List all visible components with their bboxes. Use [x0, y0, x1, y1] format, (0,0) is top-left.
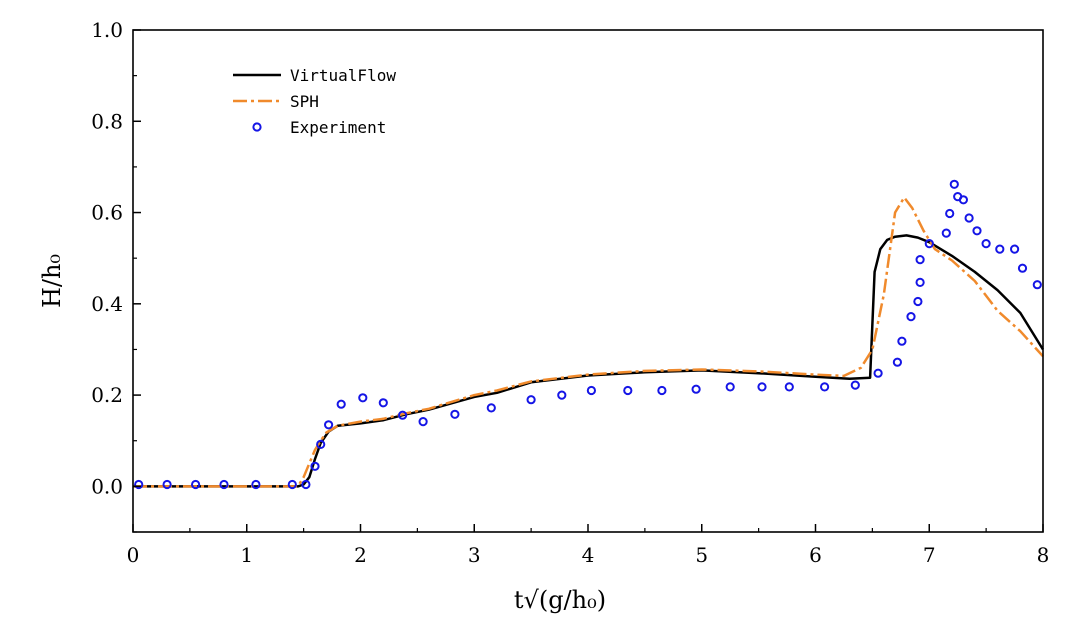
experiment-point — [1017, 263, 1028, 273]
x-tick-label: 0 — [127, 543, 140, 567]
experiment-point — [623, 385, 633, 396]
series-line-sph — [133, 196, 1044, 488]
experiment-point — [1010, 244, 1020, 254]
x-axis-title: t√(g/h₀) — [514, 586, 606, 614]
experiment-point — [873, 368, 883, 378]
experiment-point — [378, 398, 388, 408]
experiment-point — [398, 410, 408, 420]
x-tick-label: 6 — [809, 543, 822, 567]
experiment-point — [191, 479, 201, 490]
experiment-point — [995, 244, 1005, 254]
experiment-point — [892, 357, 903, 367]
experiment-point — [915, 277, 925, 287]
experiment-point — [219, 479, 229, 490]
x-tick-label: 8 — [1037, 543, 1050, 567]
experiment-point — [336, 399, 346, 409]
experiment-point — [981, 239, 991, 249]
experiment-point — [450, 409, 460, 419]
experiment-point — [906, 312, 916, 322]
experiment-point — [557, 390, 567, 400]
experiment-point — [586, 385, 597, 396]
x-tick-label: 4 — [582, 543, 595, 567]
experiment-point — [1032, 280, 1042, 290]
experiment-point — [526, 395, 536, 405]
y-tick-label: 0.6 — [91, 201, 123, 225]
experiment-point — [316, 439, 326, 449]
experiment-point — [757, 382, 767, 392]
experiment-point — [310, 461, 320, 471]
experiment-point — [784, 382, 794, 392]
experiment-point — [162, 479, 172, 490]
experiment-point — [418, 417, 428, 427]
legend: VirtualFlow SPH Experiment — [233, 66, 396, 137]
experiment-point — [958, 195, 969, 205]
y-tick-label: 0.4 — [91, 292, 123, 316]
experiment-point — [358, 393, 368, 403]
experiment-point — [949, 179, 959, 189]
experiment-point — [725, 382, 735, 392]
x-tick-label: 7 — [923, 543, 936, 567]
y-tick-label: 0.2 — [91, 383, 123, 407]
experiment-point — [486, 403, 496, 413]
experiment-point — [915, 255, 925, 265]
y-axis-title: H/h₀ — [38, 254, 66, 308]
plot-frame — [132, 29, 1044, 533]
experiment-point — [897, 336, 907, 346]
y-tick-label: 0.0 — [91, 474, 123, 498]
experiment-point — [972, 226, 982, 236]
experiment-point — [287, 479, 297, 490]
y-tick-label: 1.0 — [91, 18, 123, 42]
legend-sph-label: SPH — [290, 92, 319, 111]
legend-experiment-label: Experiment — [290, 118, 386, 137]
plot-marks — [133, 179, 1045, 490]
experiment-point — [913, 296, 923, 307]
experiment-point — [251, 479, 261, 490]
series-line-virtualflow — [133, 234, 1045, 488]
x-tick-label: 1 — [240, 543, 253, 567]
experiment-point — [941, 228, 951, 238]
x-tick-label: 5 — [695, 543, 708, 567]
experiment-point — [301, 479, 311, 490]
x-tick-label: 3 — [468, 543, 481, 567]
experiment-point — [691, 384, 701, 394]
y-tick-label: 0.8 — [91, 109, 123, 133]
x-tick-label: 2 — [354, 543, 367, 567]
legend-experiment-marker — [252, 122, 262, 132]
experiment-point — [134, 479, 144, 490]
experiment-point — [945, 208, 955, 219]
experiment-point — [964, 213, 974, 223]
legend-virtualflow-label: VirtualFlow — [290, 66, 396, 85]
experiment-point — [924, 239, 934, 249]
experiment-point — [657, 385, 667, 396]
experiment-point — [820, 382, 830, 392]
axis-ticks: 0 1 2 3 4 5 6 7 8 0.0 0.2 0.4 0.6 0.8 1.0 — [91, 18, 1049, 567]
experiment-point — [324, 420, 334, 430]
experiment-point — [850, 380, 860, 390]
